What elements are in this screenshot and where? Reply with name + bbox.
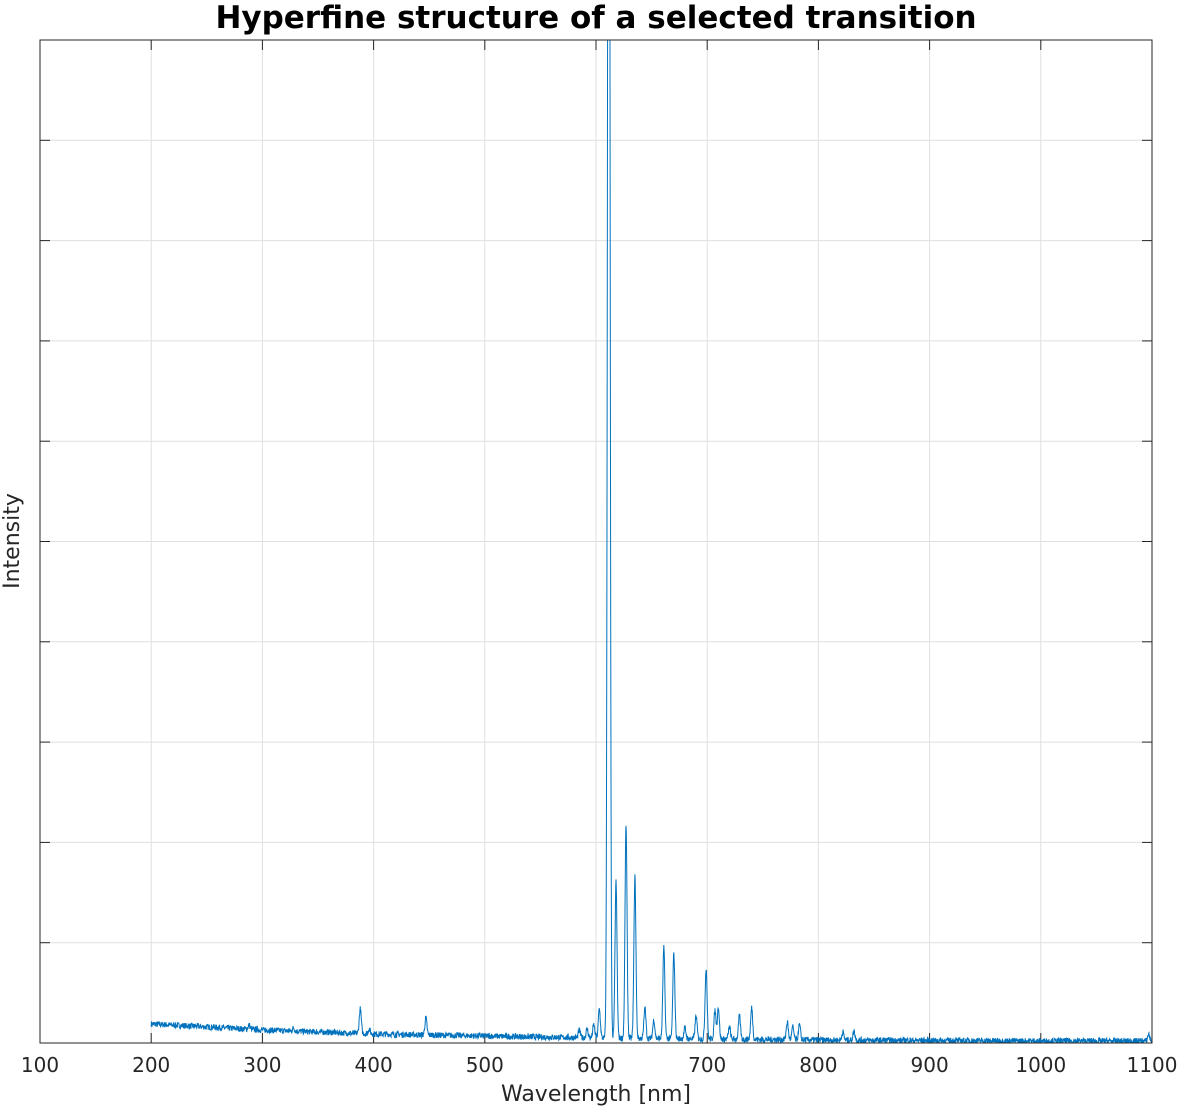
- x-tick-label: 200: [132, 1053, 170, 1077]
- series-spectrum-line: [150, 40, 1152, 1043]
- plot-frame: [39, 39, 1153, 1044]
- grid-lines: [40, 40, 1152, 1043]
- x-tick-label: 400: [355, 1053, 393, 1077]
- x-tick-label: 800: [799, 1053, 837, 1077]
- x-axis-label: Wavelength [nm]: [501, 1082, 691, 1107]
- x-tick-label: 1100: [1127, 1053, 1178, 1077]
- x-tick-label: 900: [911, 1053, 949, 1077]
- x-tick-labels: 100 200 300 400 500 600 700 800 900 1000 1100: [21, 1053, 1178, 1077]
- x-tick-label: 600: [577, 1053, 615, 1077]
- x-tick-label: 300: [243, 1053, 281, 1077]
- x-tick-label: 1000: [1015, 1053, 1066, 1077]
- x-tick-label: 100: [21, 1053, 59, 1077]
- chart-title: Hyperfine structure of a selected transi…: [215, 0, 976, 36]
- y-axis-label: Intensity: [0, 493, 25, 589]
- x-tick-label: 500: [466, 1053, 504, 1077]
- x-tick-label: 700: [688, 1053, 726, 1077]
